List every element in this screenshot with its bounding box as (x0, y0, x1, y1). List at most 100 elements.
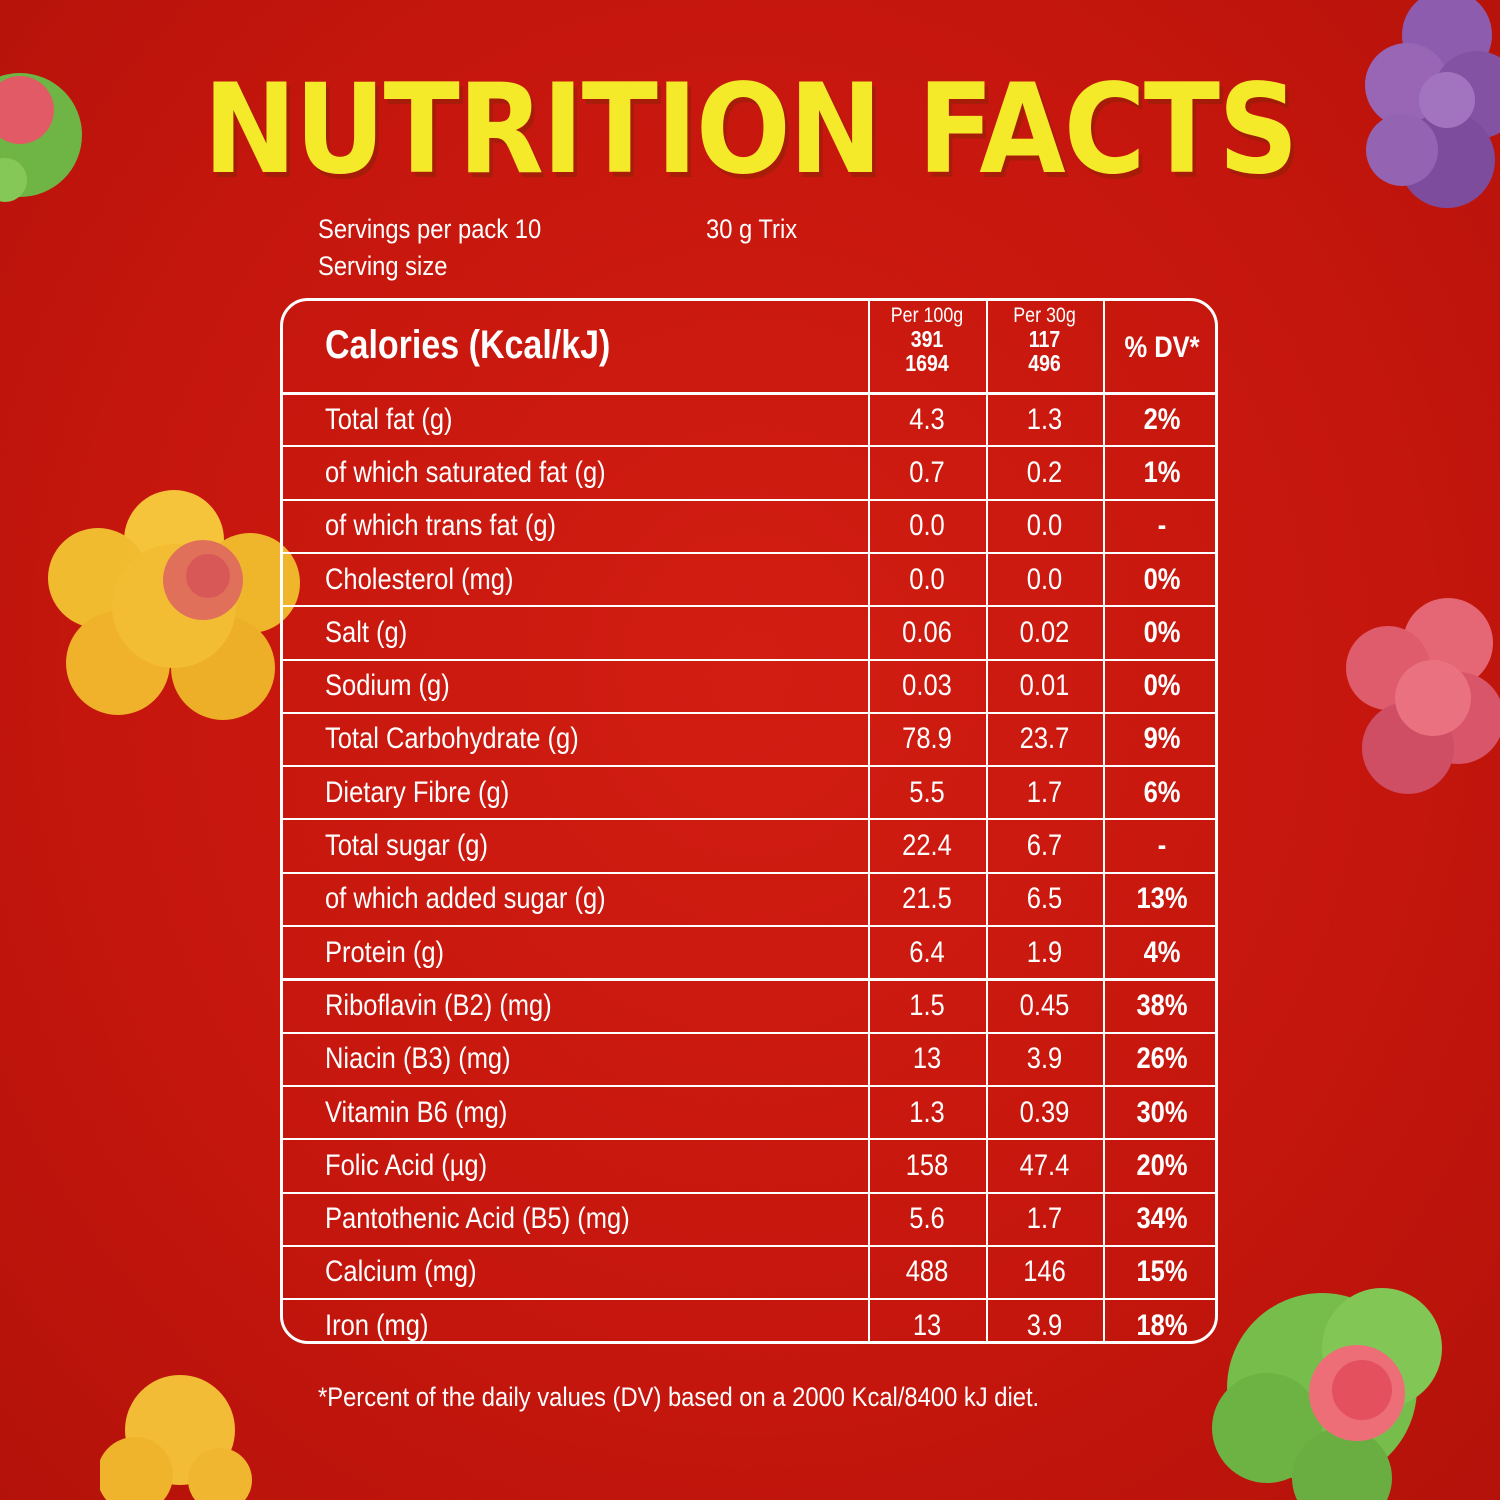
value-per-30g: 1.9 (1026, 935, 1063, 969)
value-per-30g: 0.39 (1019, 1095, 1070, 1129)
row-divider (283, 925, 1215, 927)
daily-value-percent: 20% (1136, 1148, 1188, 1182)
daily-value-percent: 38% (1136, 988, 1188, 1022)
cereal-piece-top-right (1352, 0, 1500, 215)
value-per-100g: 158 (905, 1148, 949, 1182)
value-per-100g: 0.06 (902, 615, 952, 649)
daily-value-percent: 1% (1143, 455, 1181, 489)
nutrient-name: Sodium (g) (325, 669, 450, 703)
daily-value-percent: 30% (1136, 1095, 1188, 1129)
value-per-100g: 21.5 (902, 882, 952, 916)
nutrient-name: Cholesterol (mg) (325, 562, 514, 596)
daily-value-percent: - (1157, 829, 1167, 863)
daily-value-percent: 26% (1136, 1042, 1188, 1076)
per-30g-label: Per 30g (1013, 304, 1076, 327)
cereal-flower-pink (1338, 598, 1500, 798)
column-divider (868, 301, 870, 1341)
daily-value-percent: 2% (1143, 402, 1181, 436)
daily-value-percent: 0% (1143, 562, 1181, 596)
value-per-30g: 0.45 (1019, 988, 1070, 1022)
row-divider (283, 1298, 1215, 1301)
value-per-100g: 1.3 (909, 1095, 945, 1129)
cereal-flower-yellow (38, 488, 310, 726)
column-divider (1103, 301, 1105, 1341)
serving-size-value: 30 g Trix (706, 214, 798, 244)
row-divider (283, 605, 1215, 608)
calories-label: Calories (Kcal/kJ) (325, 323, 611, 367)
value-per-30g: 0.01 (1019, 669, 1070, 703)
row-divider (283, 445, 1215, 448)
daily-value-percent: 15% (1136, 1255, 1188, 1289)
row-divider (283, 765, 1215, 768)
row-divider (283, 711, 1215, 714)
nutrient-name: Dietary Fibre (g) (325, 775, 510, 809)
dv-header: % DV* (1124, 331, 1200, 364)
daily-value-percent: 13% (1136, 882, 1188, 916)
page-title: NUTRITION FACTS (203, 58, 1298, 202)
value-per-100g: 78.9 (902, 722, 952, 756)
value-per-100g: 0.03 (902, 669, 952, 703)
value-per-30g: 0.02 (1019, 615, 1070, 649)
value-per-100g: 13 (912, 1308, 942, 1342)
column-divider (986, 301, 988, 1341)
row-divider (283, 978, 1215, 982)
value-per-30g: 47.4 (1019, 1148, 1070, 1182)
value-per-100g: 4.3 (909, 402, 945, 436)
value-per-30g: 1.3 (1026, 402, 1063, 436)
row-divider (283, 1138, 1215, 1141)
nutrient-name: Riboflavin (B2) (mg) (325, 988, 552, 1022)
value-per-100g: 6.4 (909, 935, 945, 969)
value-per-30g: 146 (1023, 1255, 1066, 1289)
nutrient-name: of which added sugar (g) (325, 882, 606, 916)
nutrient-name: of which saturated fat (g) (325, 455, 606, 489)
row-divider (283, 818, 1215, 821)
value-per-30g: 1.7 (1026, 775, 1063, 809)
row-divider (283, 392, 1215, 395)
serving-size-label: Serving size (318, 251, 448, 281)
nutrient-name: Iron (mg) (325, 1308, 429, 1342)
nutrient-name: Total fat (g) (325, 402, 453, 436)
nutrient-name: Niacin (B3) (mg) (325, 1042, 511, 1076)
calories-per30-kcal: 117 (1028, 326, 1061, 353)
daily-value-percent: 18% (1136, 1308, 1188, 1342)
nutrient-name: Salt (g) (325, 615, 408, 649)
cereal-piece-top-left (0, 40, 90, 230)
nutrient-name: Protein (g) (325, 935, 445, 969)
daily-value-percent: 34% (1136, 1202, 1188, 1236)
nutrient-name: Total Carbohydrate (g) (325, 722, 579, 756)
value-per-30g: 0.0 (1026, 509, 1063, 543)
footnote: *Percent of the daily values (DV) based … (318, 1382, 1040, 1412)
nutrient-name: of which trans fat (g) (325, 509, 557, 543)
daily-value-percent: 4% (1143, 935, 1181, 969)
calories-per30-kj: 496 (1028, 350, 1061, 377)
row-divider (283, 498, 1215, 501)
value-per-100g: 0.0 (909, 562, 945, 596)
row-divider (283, 658, 1215, 661)
calories-per100-kj: 1694 (905, 350, 949, 377)
per-100g-header: Per 100g 391 1694 (877, 304, 977, 377)
daily-value-percent: - (1157, 509, 1167, 543)
daily-value-percent: 0% (1143, 615, 1181, 649)
value-per-100g: 5.6 (909, 1202, 945, 1236)
value-per-100g: 13 (912, 1042, 942, 1076)
row-divider (283, 1084, 1215, 1087)
cereal-piece-bottom-right (1212, 1278, 1500, 1500)
nutrient-name: Folic Acid (µg) (325, 1148, 488, 1182)
value-per-100g: 22.4 (902, 829, 952, 863)
value-per-100g: 1.5 (909, 988, 945, 1022)
value-per-30g: 1.7 (1026, 1202, 1063, 1236)
nutrition-table: Calories (Kcal/kJ) Per 100g 391 1694 Per… (280, 298, 1218, 1344)
row-divider (283, 551, 1215, 554)
daily-value-percent: 6% (1143, 775, 1181, 809)
value-per-100g: 488 (905, 1255, 949, 1289)
value-per-30g: 6.5 (1026, 882, 1063, 916)
value-per-30g: 6.7 (1026, 829, 1063, 863)
nutrient-name: Calcium (mg) (325, 1255, 477, 1289)
row-divider (283, 871, 1215, 874)
value-per-30g: 3.9 (1026, 1042, 1063, 1076)
cereal-piece-bottom-left (100, 1370, 260, 1500)
value-per-30g: 23.7 (1019, 722, 1070, 756)
row-divider (283, 1031, 1215, 1034)
value-per-100g: 0.0 (909, 509, 945, 543)
per-30g-header: Per 30g 117 496 (995, 304, 1094, 377)
